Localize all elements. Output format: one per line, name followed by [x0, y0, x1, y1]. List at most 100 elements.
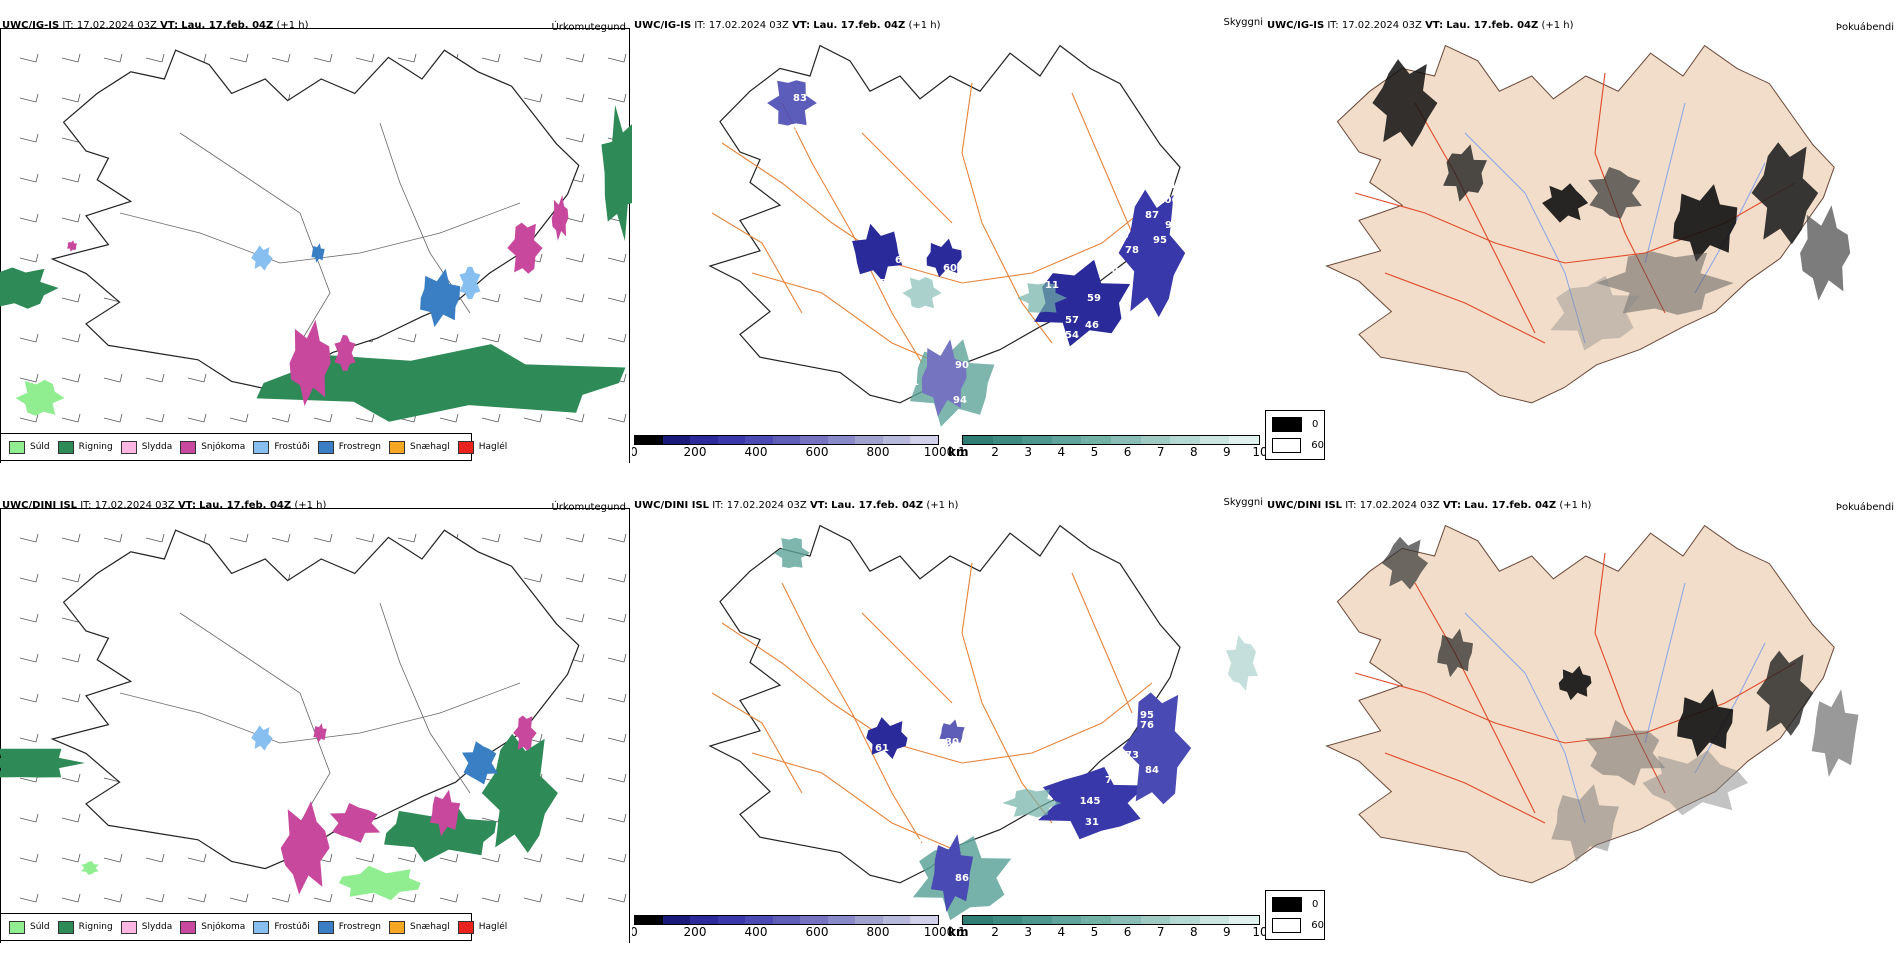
wind-barb: [565, 533, 585, 543]
wind-barb: [565, 133, 585, 143]
colorbar-tick: 3: [1024, 925, 1033, 939]
cloud-base-label: 64: [1105, 265, 1119, 276]
colorbar-cell: [662, 436, 691, 444]
wind-barb: [565, 93, 585, 103]
colorbar-cell: [992, 436, 1023, 444]
colorbar-cell: [882, 916, 911, 924]
freezing-rain-area: [420, 268, 461, 328]
wind-barb: [145, 373, 165, 383]
colorbar-cell: [717, 436, 746, 444]
legend-label: Rigning: [78, 922, 113, 932]
legend-label: Súld: [30, 442, 50, 452]
legend-swatch: [389, 920, 406, 934]
wind-barb: [355, 413, 375, 423]
rain-area: [601, 104, 632, 241]
wind-barb: [103, 533, 123, 543]
wind-barb: [565, 613, 585, 623]
colorbar-cell: [992, 916, 1023, 924]
road: [1414, 102, 1536, 334]
cloud-base-label: 105: [952, 825, 973, 836]
low-cloud-area: [767, 80, 817, 126]
wind-barb: [61, 53, 81, 63]
height-colorbar: m0 200 400 600 800 1000: [632, 915, 954, 939]
cloud-base-label: 78: [1125, 245, 1139, 256]
colorbar-ticks: 0 200 400 600 800 1000: [632, 445, 954, 459]
legend-item: Haglél: [457, 440, 507, 454]
road: [711, 692, 803, 794]
panel-title: UWC/IG-IS IT: 17.02.2024 03Z VT: Lau. 17…: [1267, 20, 1574, 31]
precip-panel-bottom: UWC/DINI ISL IT: 17.02.2024 03Z VT: Lau.…: [0, 493, 632, 943]
legend-item: Slydda: [120, 440, 172, 454]
low-cloud-area: [1034, 259, 1131, 347]
fog-area: [1756, 650, 1814, 736]
road: [781, 102, 923, 364]
road: [179, 612, 331, 824]
legend-item: Rigning: [57, 440, 113, 454]
wind-barb: [607, 653, 627, 663]
fog-area: [1443, 144, 1487, 202]
fog-area: [1550, 275, 1640, 351]
rain-area: [0, 267, 59, 309]
panel-name: Þokuábendi: [1835, 22, 1894, 33]
wind-barb: [229, 413, 249, 423]
wind-barb: [61, 213, 81, 223]
wind-barb: [397, 53, 417, 63]
cloud-base-label: 59: [1087, 293, 1101, 304]
snow-area: [334, 335, 356, 371]
low-cloud-area: [1118, 189, 1186, 318]
colorbar-tick: 9: [1223, 445, 1231, 459]
wind-barb: [61, 573, 81, 583]
wind-barb: [565, 573, 585, 583]
precip-panel-top: UWC/IG-IS IT: 17.02.2024 03Z VT: Lau. 17…: [0, 13, 632, 463]
wind-barb: [523, 853, 543, 863]
wind-barb: [355, 53, 375, 63]
road: [721, 622, 1153, 764]
legend-item: Súld: [9, 440, 50, 454]
river: [1464, 132, 1586, 344]
legend-item: Snæhagl: [389, 440, 450, 454]
wind-barb: [61, 653, 81, 663]
reduced-visibility-area: [902, 276, 942, 309]
fog-area: [1588, 167, 1642, 219]
panel-name: Skyggni: [1223, 497, 1263, 508]
panel-frame: [0, 508, 630, 943]
road: [1071, 572, 1133, 714]
wind-barb: [607, 853, 627, 863]
snow-area: [329, 803, 381, 843]
road: [781, 582, 923, 844]
colorbar-tick: 3: [1024, 445, 1033, 459]
wind-barb: [313, 53, 333, 63]
legend-item: Frostregn: [317, 920, 381, 934]
colorbar-cell: [855, 916, 883, 924]
wind-barb: [187, 373, 207, 383]
wind-barb: [19, 133, 39, 143]
wind-barb: [313, 893, 333, 903]
road: [961, 82, 1053, 344]
wind-barb: [271, 53, 291, 63]
colorbar-tick: 800: [866, 445, 890, 459]
fog-area: [1751, 142, 1819, 245]
wind-barb: [397, 853, 417, 863]
wind-barb: [61, 373, 81, 383]
reduced-visibility-area: [774, 537, 810, 568]
wind-barb: [607, 293, 627, 303]
colorbar-cell: [910, 436, 939, 444]
river: [1694, 642, 1766, 774]
colorbar-cell: [1022, 436, 1052, 444]
wind-barb: [523, 893, 543, 903]
wind-barb: [145, 893, 165, 903]
precip-legend: Súld Rigning Slydda Snjókoma Frostúði Frostre…: [0, 433, 507, 461]
colorbar-cell: [1170, 436, 1200, 444]
wind-barb: [61, 413, 81, 423]
fog-legend-swatch: [1272, 417, 1302, 432]
wind-barb: [19, 53, 39, 63]
road: [1384, 752, 1546, 824]
legend-label: Snjókoma: [201, 442, 246, 452]
colorbar-cell: [1199, 916, 1230, 924]
wind-barb: [19, 693, 39, 703]
wind-barb: [481, 333, 501, 343]
cloud-base-label: 76: [1140, 720, 1154, 731]
wind-barb: [145, 533, 165, 543]
panel-title: UWC/IG-IS IT: 17.02.2024 03Z VT: Lau. 17…: [2, 20, 309, 31]
fog-legend-swatch: [1272, 897, 1302, 912]
